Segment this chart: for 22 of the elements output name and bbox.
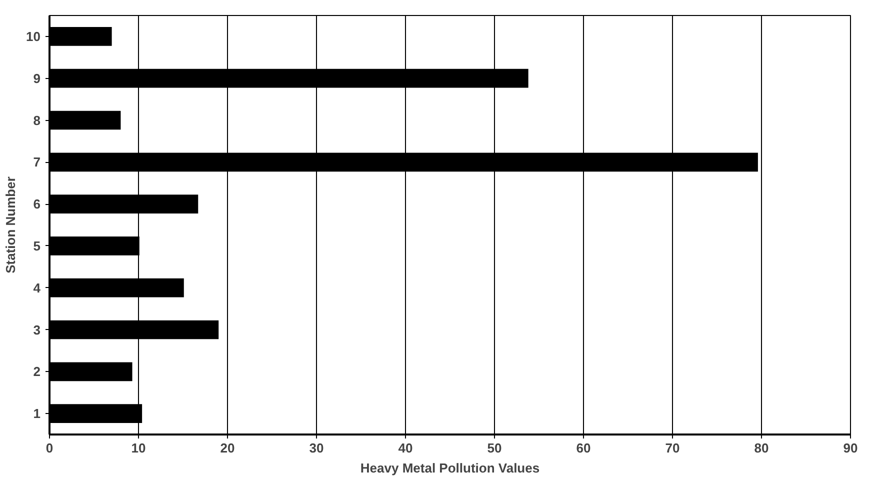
- y-tick-label: 7: [33, 154, 41, 170]
- x-axis-title: Heavy Metal Pollution Values: [360, 460, 540, 476]
- x-tick-label: 40: [398, 440, 413, 456]
- x-tick-label: 10: [131, 440, 146, 456]
- y-tick-label: 1: [33, 406, 41, 422]
- x-tick-label: 30: [309, 440, 324, 456]
- x-tick-label: 90: [843, 440, 858, 456]
- x-tick-label: 70: [665, 440, 680, 456]
- x-tick-label: 80: [754, 440, 769, 456]
- y-tick-label: 5: [33, 238, 41, 254]
- x-tick-label: 50: [487, 440, 502, 456]
- x-tick-label: 60: [576, 440, 591, 456]
- y-tick-label: 10: [26, 28, 41, 44]
- y-tick-label: 8: [33, 112, 41, 128]
- y-tick-label: 4: [33, 280, 42, 296]
- x-tick-label: 0: [46, 440, 54, 456]
- y-tick-label: 3: [33, 322, 41, 338]
- x-tick-label: 20: [220, 440, 235, 456]
- y-tick-label: 9: [33, 70, 41, 86]
- y-axis-title: Station Number: [3, 176, 18, 274]
- y-tick-label: 6: [33, 196, 41, 212]
- y-tick-label: 2: [33, 364, 41, 380]
